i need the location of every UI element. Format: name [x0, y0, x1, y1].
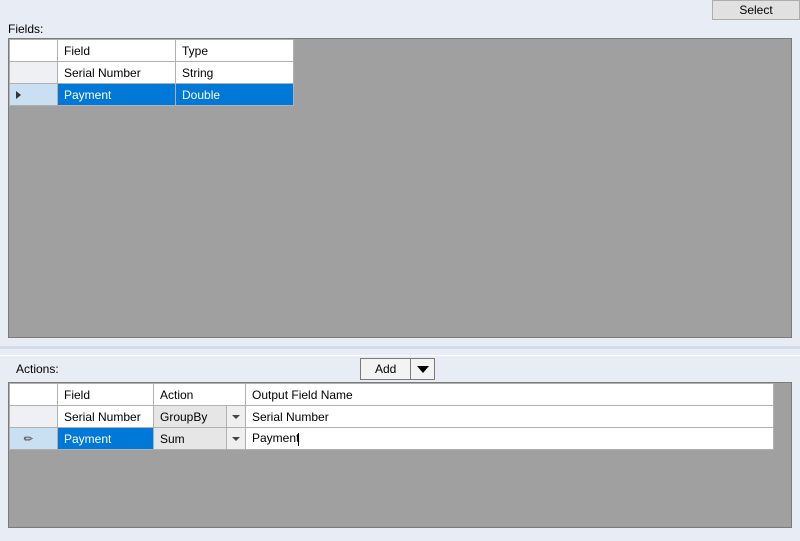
actions-cell-action[interactable]: GroupBy [154, 406, 246, 428]
actions-cell-action[interactable]: Sum [154, 428, 246, 450]
fields-row-header[interactable] [10, 84, 58, 106]
fields-header-type[interactable]: Type [176, 40, 294, 62]
fields-corner-cell[interactable] [10, 40, 58, 62]
fields-row[interactable]: Payment Double [10, 84, 294, 106]
actions-row-header[interactable] [10, 406, 58, 428]
actions-row-header[interactable]: ✎ [10, 428, 58, 450]
actions-cell-output[interactable]: Payment [246, 428, 774, 450]
actions-header-row: Field Action Output Field Name [10, 384, 774, 406]
fields-row[interactable]: Serial Number String [10, 62, 294, 84]
fields-header-row: Field Type [10, 40, 294, 62]
text-caret-icon [298, 433, 299, 446]
actions-row[interactable]: Serial Number GroupBy Serial Number [10, 406, 774, 428]
edit-pencil-icon: ✎ [21, 431, 37, 447]
output-edit-text: Payment [252, 431, 299, 445]
add-button[interactable]: Add [360, 358, 435, 380]
actions-cell-field[interactable]: Payment [58, 428, 154, 450]
actions-label: Actions: [8, 360, 65, 378]
fields-label: Fields: [0, 20, 800, 38]
action-dropdown-button[interactable] [227, 406, 245, 427]
fields-cell-type[interactable]: Double [176, 84, 294, 106]
add-button-dropdown[interactable] [410, 359, 434, 379]
action-dropdown-button[interactable] [227, 428, 245, 449]
actions-panel: Field Action Output Field Name Serial Nu… [8, 382, 792, 528]
add-button-label: Add [361, 362, 410, 376]
actions-header-field[interactable]: Field [58, 384, 154, 406]
chevron-down-icon [232, 415, 240, 419]
chevron-down-icon [417, 366, 429, 373]
fields-row-header[interactable] [10, 62, 58, 84]
fields-cell-field[interactable]: Payment [58, 84, 176, 106]
select-button[interactable]: Select [712, 0, 800, 20]
action-dropdown-text: Sum [154, 428, 227, 449]
panel-divider[interactable] [0, 346, 800, 356]
current-row-arrow-icon [16, 91, 21, 99]
actions-row[interactable]: ✎ Payment Sum Payment [10, 428, 774, 450]
actions-header-action[interactable]: Action [154, 384, 246, 406]
actions-grid: Field Action Output Field Name Serial Nu… [9, 383, 774, 450]
action-dropdown-text: GroupBy [154, 406, 227, 427]
chevron-down-icon [232, 437, 240, 441]
actions-header-output[interactable]: Output Field Name [246, 384, 774, 406]
fields-panel: Field Type Serial Number String Payment … [8, 38, 792, 338]
fields-header-field[interactable]: Field [58, 40, 176, 62]
fields-cell-type[interactable]: String [176, 62, 294, 84]
actions-corner-cell[interactable] [10, 384, 58, 406]
fields-cell-field[interactable]: Serial Number [58, 62, 176, 84]
fields-grid: Field Type Serial Number String Payment … [9, 39, 294, 106]
actions-cell-field[interactable]: Serial Number [58, 406, 154, 428]
actions-cell-output[interactable]: Serial Number [246, 406, 774, 428]
